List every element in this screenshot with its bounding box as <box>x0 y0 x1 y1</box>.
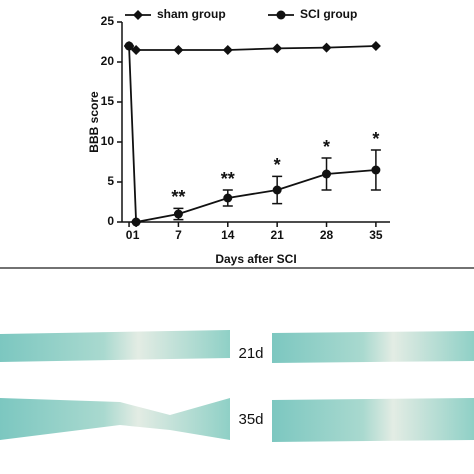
y-tick-label: 0 <box>107 214 114 228</box>
marker <box>276 10 286 20</box>
x-tick-label: 14 <box>221 228 235 242</box>
marker <box>133 10 143 20</box>
y-tick-label: 25 <box>101 14 115 28</box>
y-tick-label: 5 <box>107 174 114 188</box>
annotation: * <box>274 155 281 175</box>
annotation: ** <box>221 169 235 189</box>
series-line <box>128 45 376 51</box>
x-tick-label: 0 <box>126 228 133 242</box>
y-tick-label: 15 <box>101 94 115 108</box>
x-axis-label: Days after SCI <box>215 252 296 266</box>
x-tick-label: 7 <box>175 228 182 242</box>
marker <box>272 185 282 195</box>
marker <box>173 209 183 219</box>
x-tick-label: 35 <box>369 228 383 242</box>
tissue-image <box>272 331 474 363</box>
annotation: * <box>323 137 330 157</box>
marker <box>131 217 141 227</box>
x-tick-label: 21 <box>270 228 284 242</box>
marker <box>370 41 381 51</box>
panel-label: 35d <box>238 411 263 428</box>
marker <box>222 45 233 55</box>
y-tick-label: 20 <box>101 54 115 68</box>
tissue-image <box>0 398 230 440</box>
series-line <box>128 45 376 224</box>
marker <box>173 45 184 55</box>
marker <box>321 42 332 53</box>
tissue-image <box>272 398 474 442</box>
legend-label: SCI group <box>300 7 357 21</box>
tissue-image <box>0 330 230 362</box>
legend-label: sham group <box>157 7 226 21</box>
marker <box>322 169 332 179</box>
y-tick-label: 10 <box>101 134 115 148</box>
marker <box>223 193 233 203</box>
annotation: * <box>372 129 379 149</box>
marker <box>371 165 381 175</box>
y-axis-label: BBB score <box>87 91 101 153</box>
marker <box>124 41 134 51</box>
x-tick-label: 1 <box>133 228 140 242</box>
panel-label: 21d <box>238 345 263 362</box>
x-tick-label: 28 <box>320 228 334 242</box>
marker <box>131 45 142 55</box>
marker <box>272 43 283 54</box>
annotation: ** <box>171 187 185 207</box>
